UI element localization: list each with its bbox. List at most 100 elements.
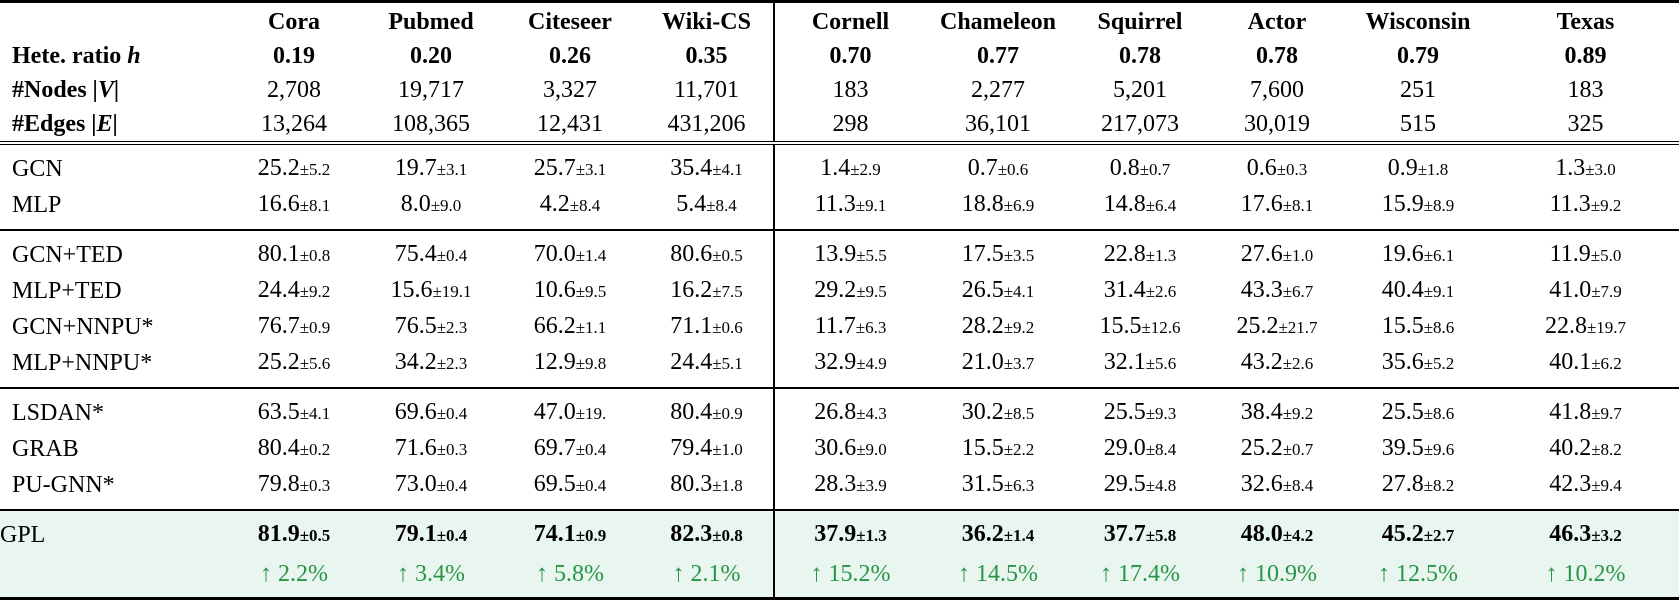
mean-value: 66.2 [533, 313, 576, 339]
stat-value: 0.35 [640, 39, 775, 73]
value-cell: 24.4±5.1 [640, 345, 775, 388]
stat-value: 0.89 [1564, 43, 1607, 69]
mean-value: 40.2 [1549, 435, 1592, 461]
std-value: ±8.6 [1423, 318, 1455, 337]
std-value: ±8.1 [1282, 196, 1314, 215]
value-cell: 10.6±9.5 [500, 273, 640, 309]
stat-value: 515 [1400, 111, 1436, 137]
mean-value: 80.1 [257, 241, 300, 267]
std-value: ±9.2 [299, 282, 331, 301]
method-label-gcn: GCN [12, 156, 63, 182]
mean-value: 82.3 [670, 521, 713, 547]
gpl-value-cell: 37.9±1.3 [774, 510, 926, 555]
mean-value: 11.3 [1549, 191, 1591, 217]
std-value: ±5.5 [856, 246, 887, 265]
stat-value: 217,073 [1101, 111, 1179, 137]
stat-value: 0.77 [977, 43, 1019, 69]
mean-value: 39.5 [1381, 435, 1424, 461]
value-cell: 17.6±8.1 [1210, 187, 1344, 230]
std-value: ±0.9 [712, 404, 743, 423]
method-section-1: GCN 25.2±5.2 19.7±3.1 25.7±3.1 35.4±4.1 1.4±2… [0, 143, 1679, 230]
std-value: ±0.4 [436, 404, 468, 423]
stat-value: 0.19 [273, 43, 315, 69]
std-value: ±0.9 [575, 526, 607, 545]
mean-value: 24.4 [670, 349, 713, 375]
std-value: ±9.8 [575, 354, 607, 373]
stat-value: 7,600 [1250, 77, 1304, 103]
std-value: ±2.7 [1423, 526, 1455, 545]
method-label-gcn-ted: GCN+TED [12, 242, 123, 268]
std-value: ±3.1 [575, 160, 607, 179]
value-cell: 43.3±6.7 [1210, 273, 1344, 309]
mean-value: 45.2 [1381, 521, 1424, 547]
value-cell: 26.8±4.3 [774, 388, 926, 431]
stat-row-label-edges: #Edges |E| [12, 111, 118, 137]
method-label-lsdan: LSDAN* [12, 400, 105, 426]
stat-value: 0.78 [1256, 43, 1298, 69]
value-cell: 25.2±21.7 [1210, 309, 1344, 345]
std-value: ±0.7 [1139, 160, 1171, 179]
table-row: GCN 25.2±5.2 19.7±3.1 25.7±3.1 35.4±4.1 1.4±2… [0, 143, 1679, 187]
value-cell: 31.4±2.6 [1070, 273, 1210, 309]
improvement-cell: ↑ 2.2% [260, 561, 328, 587]
mean-value: 15.5 [961, 435, 1004, 461]
mean-value: 80.6 [670, 241, 713, 267]
value-cell: 13.9±5.5 [774, 230, 926, 273]
mean-value: 80.4 [670, 399, 713, 425]
value-cell: 15.9±8.9 [1344, 187, 1492, 230]
std-value: ±1.8 [712, 476, 743, 495]
std-value: ±2.9 [850, 160, 881, 179]
std-value: ±4.8 [1145, 476, 1177, 495]
std-value: ±0.5 [712, 246, 743, 265]
std-value: ±0.4 [436, 246, 468, 265]
value-cell: 22.8±1.3 [1070, 230, 1210, 273]
value-cell: 71.6±0.3 [362, 431, 500, 467]
table-row: #Nodes |V| 2,708 19,717 3,327 11,701 183 2,277… [0, 73, 1679, 107]
method-label-gcn-nnpu: GCN+NNPU* [12, 314, 154, 340]
std-value: ±8.9 [1423, 196, 1455, 215]
mean-value: 0.7 [967, 155, 998, 181]
value-cell: 73.0±0.4 [362, 467, 500, 510]
improvement-cell: ↑ 10.2% [1545, 561, 1626, 587]
std-value: ±4.1 [299, 404, 331, 423]
mean-value: 25.5 [1381, 399, 1424, 425]
std-value: ±5.1 [712, 354, 743, 373]
std-value: ±5.0 [1590, 246, 1622, 265]
mean-value: 10.6 [533, 277, 576, 303]
std-value: ±8.4 [1145, 440, 1177, 459]
value-cell: 28.3±3.9 [774, 467, 926, 510]
std-value: ±0.4 [436, 526, 468, 545]
mean-value: 41.0 [1549, 277, 1592, 303]
stat-row-label-hete-ratio: Hete. ratio h [12, 43, 141, 69]
mean-value: 79.4 [670, 435, 713, 461]
std-value: ±9.1 [1423, 282, 1455, 301]
mean-value: 16.2 [670, 277, 713, 303]
value-cell: 27.6±1.0 [1210, 230, 1344, 273]
std-value: ±8.2 [1591, 440, 1622, 459]
mean-value: 18.8 [961, 191, 1004, 217]
mean-value: 8.0 [400, 191, 431, 217]
std-value: ±1.3 [856, 526, 887, 545]
stat-value: 12,431 [537, 111, 603, 137]
std-value: ±8.4 [569, 196, 601, 215]
value-cell: 80.4±0.2 [226, 431, 362, 467]
std-value: ±9.0 [856, 440, 887, 459]
std-value: ±0.5 [299, 526, 331, 545]
mean-value: 29.0 [1103, 435, 1146, 461]
std-value: ±5.2 [1423, 354, 1455, 373]
std-value: ±9.0 [430, 196, 462, 215]
mean-value: 71.6 [394, 435, 437, 461]
value-cell: 25.5±8.6 [1344, 388, 1492, 431]
improvement-cell: ↑ 15.2% [810, 561, 891, 587]
value-cell: 24.4±9.2 [226, 273, 362, 309]
std-value: ±4.3 [856, 404, 887, 423]
std-value: ±19. [575, 404, 607, 423]
stat-value: 183 [1567, 77, 1604, 103]
value-cell: 19.7±3.1 [362, 143, 500, 187]
math-symbol: |E| [91, 111, 118, 137]
mean-value: 75.4 [394, 241, 437, 267]
improvement-cell: ↑ 14.5% [958, 561, 1038, 587]
value-cell: 25.2±5.2 [226, 143, 362, 187]
std-value: ±2.6 [1282, 354, 1314, 373]
std-value: ±8.2 [1423, 476, 1455, 495]
